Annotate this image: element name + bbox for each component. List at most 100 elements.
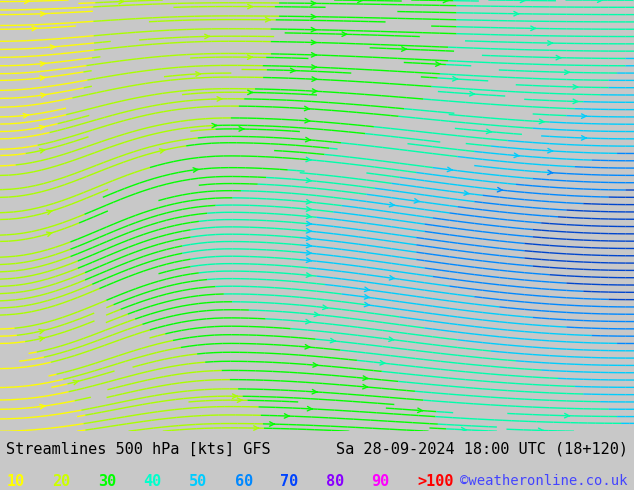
FancyArrowPatch shape xyxy=(269,422,275,426)
FancyArrowPatch shape xyxy=(46,210,52,215)
Text: 70: 70 xyxy=(280,474,299,489)
FancyArrowPatch shape xyxy=(564,414,569,418)
Text: 80: 80 xyxy=(326,474,344,489)
FancyArrowPatch shape xyxy=(248,4,252,9)
FancyArrowPatch shape xyxy=(46,232,52,236)
FancyArrowPatch shape xyxy=(540,119,544,123)
FancyArrowPatch shape xyxy=(313,363,318,367)
Text: Streamlines 500 hPa [kts] GFS: Streamlines 500 hPa [kts] GFS xyxy=(6,441,271,456)
FancyArrowPatch shape xyxy=(486,129,491,134)
FancyArrowPatch shape xyxy=(32,26,37,31)
FancyArrowPatch shape xyxy=(193,168,198,172)
FancyArrowPatch shape xyxy=(41,12,46,16)
FancyArrowPatch shape xyxy=(304,106,309,111)
FancyArrowPatch shape xyxy=(306,178,311,182)
FancyArrowPatch shape xyxy=(306,229,311,233)
FancyArrowPatch shape xyxy=(312,390,317,394)
FancyArrowPatch shape xyxy=(73,380,79,385)
FancyArrowPatch shape xyxy=(306,207,311,211)
Text: 20: 20 xyxy=(52,474,70,489)
FancyArrowPatch shape xyxy=(464,191,469,195)
FancyArrowPatch shape xyxy=(307,407,313,411)
FancyArrowPatch shape xyxy=(306,244,311,248)
FancyArrowPatch shape xyxy=(531,26,536,30)
FancyArrowPatch shape xyxy=(365,302,370,307)
FancyArrowPatch shape xyxy=(119,0,124,4)
Text: Sa 28-09-2024 18:00 UTC (18+120): Sa 28-09-2024 18:00 UTC (18+120) xyxy=(335,441,628,456)
FancyArrowPatch shape xyxy=(311,52,316,57)
FancyArrowPatch shape xyxy=(40,404,45,409)
FancyArrowPatch shape xyxy=(306,214,311,219)
Text: 40: 40 xyxy=(143,474,162,489)
FancyArrowPatch shape xyxy=(306,221,311,226)
FancyArrowPatch shape xyxy=(306,236,311,241)
FancyArrowPatch shape xyxy=(363,385,368,389)
FancyArrowPatch shape xyxy=(443,0,448,3)
FancyArrowPatch shape xyxy=(306,319,311,324)
FancyArrowPatch shape xyxy=(248,90,252,95)
FancyArrowPatch shape xyxy=(418,408,423,413)
FancyArrowPatch shape xyxy=(50,45,55,49)
FancyArrowPatch shape xyxy=(40,76,45,80)
FancyArrowPatch shape xyxy=(538,428,543,433)
FancyArrowPatch shape xyxy=(306,273,311,277)
FancyArrowPatch shape xyxy=(160,149,165,153)
Text: 60: 60 xyxy=(235,474,253,489)
FancyArrowPatch shape xyxy=(306,137,311,142)
FancyArrowPatch shape xyxy=(380,361,385,365)
Text: 30: 30 xyxy=(98,474,116,489)
FancyArrowPatch shape xyxy=(597,0,602,2)
FancyArrowPatch shape xyxy=(305,119,310,123)
FancyArrowPatch shape xyxy=(453,76,458,81)
FancyArrowPatch shape xyxy=(247,55,252,59)
FancyArrowPatch shape xyxy=(39,329,44,334)
FancyArrowPatch shape xyxy=(573,99,578,103)
FancyArrowPatch shape xyxy=(306,251,311,255)
FancyArrowPatch shape xyxy=(389,337,394,342)
FancyArrowPatch shape xyxy=(389,276,394,280)
FancyArrowPatch shape xyxy=(311,65,316,69)
FancyArrowPatch shape xyxy=(342,32,347,36)
FancyArrowPatch shape xyxy=(39,148,45,153)
FancyArrowPatch shape xyxy=(548,170,553,174)
FancyArrowPatch shape xyxy=(212,123,217,128)
FancyArrowPatch shape xyxy=(306,157,311,162)
FancyArrowPatch shape xyxy=(521,0,526,2)
FancyArrowPatch shape xyxy=(564,70,569,74)
FancyArrowPatch shape xyxy=(363,376,368,380)
FancyArrowPatch shape xyxy=(306,199,311,204)
FancyArrowPatch shape xyxy=(312,89,317,93)
FancyArrowPatch shape xyxy=(25,0,29,3)
FancyArrowPatch shape xyxy=(239,127,244,131)
FancyArrowPatch shape xyxy=(306,258,311,263)
FancyArrowPatch shape xyxy=(312,77,317,81)
FancyArrowPatch shape xyxy=(41,93,46,98)
FancyArrowPatch shape xyxy=(436,62,441,66)
Text: 10: 10 xyxy=(6,474,25,489)
FancyArrowPatch shape xyxy=(254,426,259,430)
FancyArrowPatch shape xyxy=(581,114,586,119)
Text: 50: 50 xyxy=(189,474,207,489)
FancyArrowPatch shape xyxy=(414,198,419,203)
FancyArrowPatch shape xyxy=(323,305,328,310)
FancyArrowPatch shape xyxy=(40,62,45,66)
FancyArrowPatch shape xyxy=(581,136,586,140)
FancyArrowPatch shape xyxy=(39,337,44,341)
FancyArrowPatch shape xyxy=(311,27,316,32)
Text: >100: >100 xyxy=(417,474,454,489)
FancyArrowPatch shape xyxy=(311,40,316,45)
FancyArrowPatch shape xyxy=(497,188,502,192)
FancyArrowPatch shape xyxy=(548,148,553,153)
FancyArrowPatch shape xyxy=(330,339,335,343)
Text: ©weatheronline.co.uk: ©weatheronline.co.uk xyxy=(460,474,628,488)
FancyArrowPatch shape xyxy=(447,167,453,171)
FancyArrowPatch shape xyxy=(284,414,289,418)
FancyArrowPatch shape xyxy=(314,312,320,317)
FancyArrowPatch shape xyxy=(514,11,519,16)
FancyArrowPatch shape xyxy=(470,92,475,96)
FancyArrowPatch shape xyxy=(305,344,310,349)
FancyArrowPatch shape xyxy=(365,294,370,299)
FancyArrowPatch shape xyxy=(573,85,578,89)
FancyArrowPatch shape xyxy=(23,114,29,118)
FancyArrowPatch shape xyxy=(311,1,316,5)
